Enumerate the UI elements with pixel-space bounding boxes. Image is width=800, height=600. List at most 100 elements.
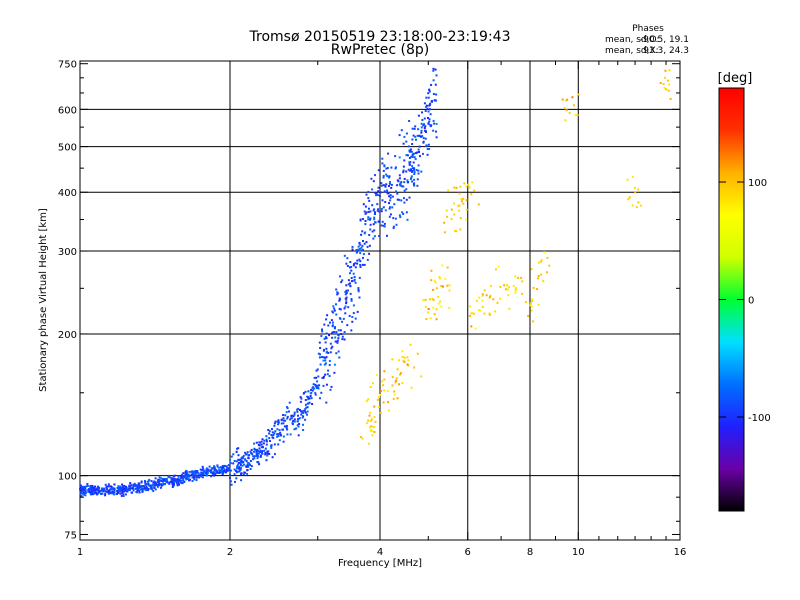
o-mode-point xyxy=(177,481,180,484)
x-mode-point xyxy=(494,310,497,313)
o-mode-point xyxy=(119,485,122,488)
o-mode-point xyxy=(421,111,423,114)
o-mode-point xyxy=(84,488,87,491)
o-mode-point xyxy=(139,485,142,488)
o-mode-point xyxy=(264,447,267,450)
x-mode-point xyxy=(450,218,453,221)
o-mode-point xyxy=(391,195,394,198)
o-mode-point xyxy=(399,216,402,219)
x-mode-point xyxy=(455,230,458,233)
x-mode-point xyxy=(410,386,413,389)
o-mode-point xyxy=(160,480,163,483)
o-mode-point xyxy=(405,188,408,191)
o-mode-point xyxy=(357,288,360,291)
o-mode-point xyxy=(403,177,406,180)
x-mode-point xyxy=(668,69,671,72)
o-mode-point xyxy=(210,475,213,478)
o-mode-point xyxy=(286,415,289,418)
o-mode-point xyxy=(359,243,362,246)
o-mode-point xyxy=(333,331,336,333)
x-mode-point xyxy=(455,186,458,189)
o-mode-point xyxy=(87,490,90,493)
o-mode-point xyxy=(261,450,264,452)
o-mode-point xyxy=(331,321,334,324)
o-mode-point xyxy=(221,469,223,472)
o-mode-point xyxy=(304,411,307,414)
x-mode-point xyxy=(669,97,672,100)
o-mode-point xyxy=(293,428,296,431)
o-mode-point xyxy=(418,145,421,148)
x-mode-point xyxy=(507,294,510,297)
o-mode-point xyxy=(363,242,366,245)
o-mode-point xyxy=(237,463,240,466)
o-mode-point xyxy=(363,210,366,213)
o-mode-point xyxy=(352,272,355,275)
o-mode-point xyxy=(184,474,187,477)
x-mode-point xyxy=(521,292,524,295)
o-mode-point xyxy=(80,484,83,487)
o-mode-point xyxy=(409,148,412,151)
o-mode-point xyxy=(229,480,232,483)
x-mode-point xyxy=(395,377,398,380)
o-mode-point xyxy=(328,375,331,377)
o-mode-point xyxy=(147,482,150,485)
o-mode-point xyxy=(338,356,341,359)
o-mode-point xyxy=(405,170,408,173)
o-mode-point xyxy=(338,297,341,300)
x-mode-point xyxy=(435,287,438,290)
o-mode-point xyxy=(424,137,427,140)
o-mode-point xyxy=(298,417,301,420)
o-mode-point xyxy=(246,472,249,475)
o-mode-point xyxy=(248,462,251,465)
o-mode-point xyxy=(271,436,274,439)
o-mode-point xyxy=(233,473,236,476)
o-mode-point xyxy=(362,256,364,259)
o-mode-point xyxy=(150,480,153,483)
o-mode-point xyxy=(325,383,328,386)
o-mode-point xyxy=(416,178,419,181)
x-mode-point xyxy=(471,312,474,315)
o-mode-point xyxy=(395,190,397,193)
colorbar-tick-label: 0 xyxy=(748,296,754,307)
o-mode-point xyxy=(232,453,235,456)
o-mode-point xyxy=(265,438,268,441)
o-mode-point xyxy=(362,248,364,251)
o-mode-point xyxy=(359,264,362,266)
o-mode-point xyxy=(340,281,343,284)
o-mode-point xyxy=(411,167,414,170)
o-mode-point xyxy=(402,169,405,172)
o-mode-point xyxy=(133,482,136,485)
o-mode-point xyxy=(293,413,296,416)
o-mode-point xyxy=(226,469,228,472)
o-mode-point xyxy=(413,152,415,155)
o-mode-point xyxy=(104,494,107,497)
o-mode-point xyxy=(299,400,302,403)
o-mode-point xyxy=(335,313,338,316)
o-mode-point xyxy=(346,257,349,260)
o-mode-point xyxy=(228,469,231,471)
o-mode-point xyxy=(213,466,216,469)
o-mode-point xyxy=(261,446,264,449)
o-mode-point xyxy=(178,483,180,486)
o-mode-point xyxy=(115,493,118,496)
o-mode-point xyxy=(168,482,171,485)
x-tick-label: 10 xyxy=(572,547,585,558)
o-mode-point xyxy=(333,307,336,310)
o-mode-point xyxy=(432,93,435,95)
o-mode-point xyxy=(323,323,326,326)
o-mode-point xyxy=(122,493,125,496)
x-mode-point xyxy=(386,390,389,392)
o-mode-point xyxy=(358,296,361,299)
x-mode-point xyxy=(382,384,385,387)
chart-title: Tromsø 20150519 23:18:00-23:19:43 xyxy=(249,29,511,45)
o-mode-point xyxy=(239,463,242,466)
o-mode-point xyxy=(91,486,94,489)
o-mode-point xyxy=(373,235,376,238)
o-mode-point xyxy=(112,490,114,493)
o-mode-point xyxy=(419,155,421,158)
o-mode-point xyxy=(317,375,320,378)
x-mode-point xyxy=(430,279,433,282)
o-mode-point xyxy=(278,439,281,442)
x-mode-point xyxy=(505,288,507,291)
o-mode-point xyxy=(193,475,196,478)
